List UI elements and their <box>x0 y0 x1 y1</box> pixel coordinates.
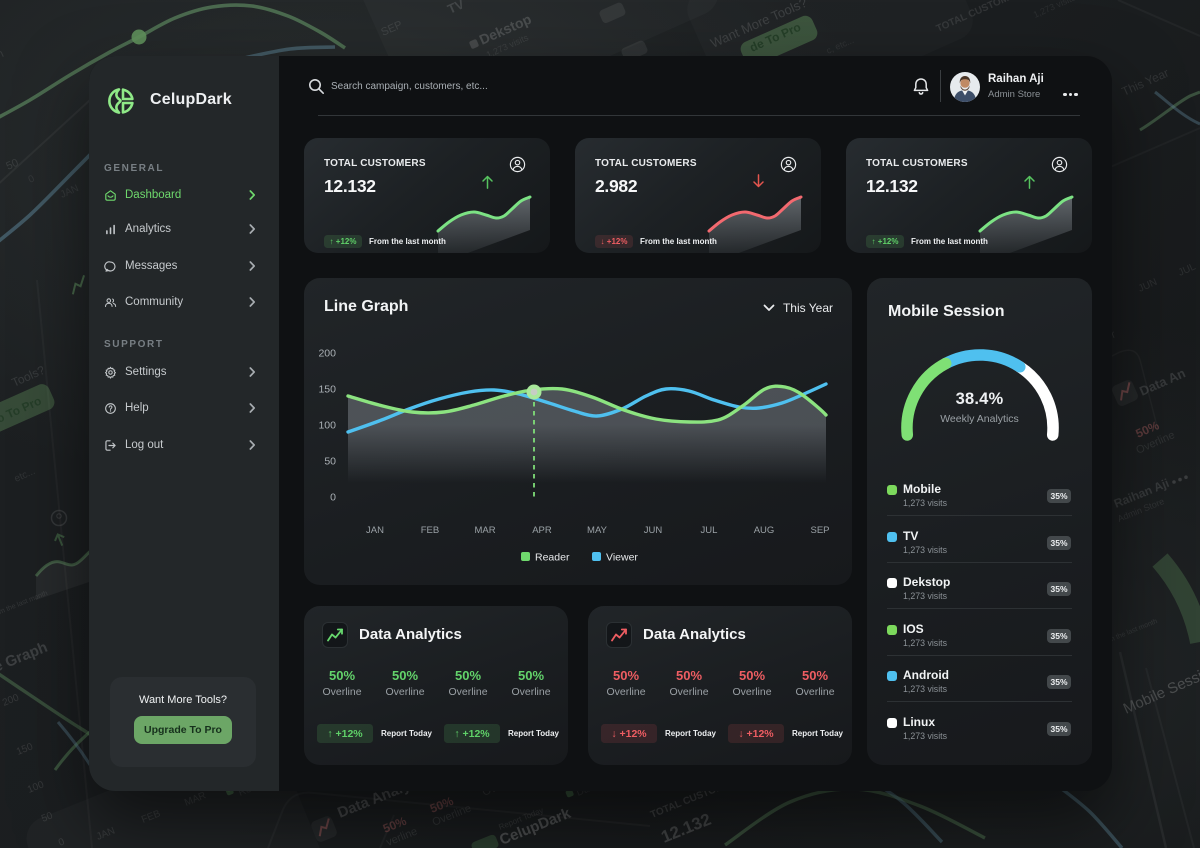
svg-text:1,273 visits: 1,273 visits <box>1032 0 1078 20</box>
svg-text:0: 0 <box>57 836 67 848</box>
svg-text:150: 150 <box>318 384 336 396</box>
svg-text:FEB: FEB <box>421 525 439 536</box>
svg-text:200: 200 <box>318 348 336 360</box>
svg-text:in: in <box>0 46 6 63</box>
svg-text:JUN: JUN <box>1137 277 1159 295</box>
svg-text:50: 50 <box>40 810 55 825</box>
svg-text:50: 50 <box>4 157 20 173</box>
svg-text:APR: APR <box>532 525 552 536</box>
svg-text:MAR: MAR <box>474 525 495 536</box>
svg-text:etc...: etc... <box>13 466 37 485</box>
svg-text:This Year: This Year <box>1120 66 1171 99</box>
svg-text:Reader: Reader <box>535 552 570 564</box>
svg-text:MAY: MAY <box>587 525 608 536</box>
svg-text:JUN: JUN <box>644 525 663 536</box>
svg-text:Mobile Sessi: Mobile Sessi <box>1121 668 1200 718</box>
svg-text:Viewer: Viewer <box>606 552 638 564</box>
svg-text:JUL: JUL <box>701 525 718 536</box>
svg-text:100: 100 <box>318 420 336 432</box>
svg-text:100: 100 <box>26 779 46 796</box>
svg-text:200: 200 <box>1 692 21 709</box>
svg-text:Data An: Data An <box>1137 365 1188 399</box>
svg-text:JAN: JAN <box>366 525 384 536</box>
svg-text:SEP: SEP <box>810 525 829 536</box>
svg-text:AUG: AUG <box>754 525 775 536</box>
svg-text:150: 150 <box>15 741 35 758</box>
svg-text:e Graph: e Graph <box>0 639 50 676</box>
svg-text:m the last month: m the last month <box>0 590 49 616</box>
svg-text:JUL: JUL <box>1177 261 1198 278</box>
svg-text:50: 50 <box>324 456 336 468</box>
svg-text:0: 0 <box>27 173 37 185</box>
svg-text:0: 0 <box>330 492 336 504</box>
